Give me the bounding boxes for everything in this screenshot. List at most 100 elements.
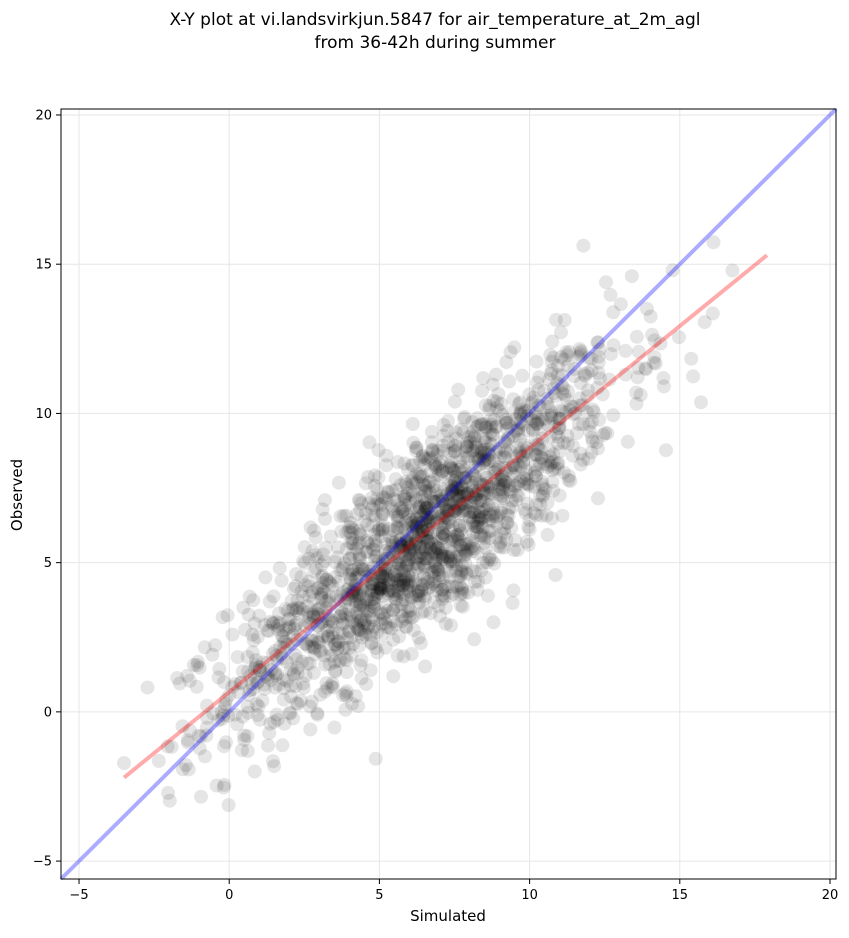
data-point [353, 592, 368, 607]
data-point [456, 493, 471, 508]
data-point [436, 570, 451, 585]
data-point [402, 540, 416, 555]
data-point [476, 448, 491, 463]
data-point [481, 479, 496, 494]
data-point [428, 460, 443, 474]
data-point [302, 588, 317, 603]
data-point [530, 417, 545, 431]
data-point [430, 541, 445, 556]
data-point [251, 674, 265, 689]
data-point [467, 564, 482, 579]
data-point [521, 403, 536, 418]
data-point [452, 518, 467, 533]
data-point [343, 571, 358, 586]
data-point [329, 589, 344, 603]
data-point [498, 474, 513, 489]
y-axis-label: Observed [8, 459, 26, 531]
data-point [310, 602, 325, 617]
data-point [346, 585, 361, 600]
data-point [362, 604, 377, 619]
data-point [365, 542, 380, 556]
data-point [401, 462, 415, 477]
data-point [301, 615, 316, 630]
data-point [491, 508, 505, 523]
data-point [541, 454, 556, 468]
data-point [348, 617, 363, 632]
data-point [412, 548, 427, 563]
data-point [295, 602, 310, 617]
data-point [420, 522, 435, 537]
data-point [410, 466, 424, 481]
data-point [305, 585, 320, 599]
data-point [460, 487, 475, 502]
data-point [333, 509, 348, 524]
data-point [296, 676, 311, 691]
data-point [434, 469, 449, 484]
data-point [373, 498, 388, 512]
data-point [581, 383, 596, 398]
data-point [434, 551, 449, 566]
data-point [325, 615, 340, 630]
data-point [656, 379, 671, 394]
data-point [387, 542, 402, 557]
data-point [464, 533, 479, 548]
data-point [341, 582, 356, 597]
data-point [417, 498, 432, 512]
data-point [418, 551, 433, 566]
data-point [379, 448, 394, 463]
data-point [544, 455, 559, 470]
data-point [369, 538, 384, 553]
data-point [502, 374, 517, 389]
data-point [496, 478, 511, 493]
data-point [405, 515, 420, 530]
data-point [394, 538, 409, 553]
data-point [453, 539, 468, 554]
data-point [473, 493, 488, 507]
data-point [414, 516, 429, 531]
data-point [441, 512, 456, 526]
data-point [393, 572, 408, 587]
data-point [423, 486, 438, 501]
data-point [353, 623, 367, 638]
data-point [647, 333, 662, 348]
data-point [512, 396, 526, 411]
data-point [411, 515, 426, 530]
data-point [391, 557, 406, 572]
data-point [365, 622, 380, 637]
data-point [293, 628, 308, 643]
data-point [378, 560, 393, 575]
data-point [629, 396, 644, 411]
data-point [529, 508, 544, 523]
data-point [429, 578, 444, 593]
data-point [315, 576, 330, 590]
data-point [317, 554, 332, 569]
data-point [250, 629, 265, 644]
data-point [221, 708, 236, 723]
data-point [372, 567, 387, 582]
data-point [240, 699, 255, 714]
data-point [398, 506, 413, 521]
data-point [458, 502, 473, 517]
data-point [339, 684, 354, 699]
data-point [454, 566, 469, 581]
data-point [339, 665, 354, 679]
data-point [282, 619, 297, 634]
data-point [345, 615, 360, 630]
data-point [469, 487, 484, 502]
data-point [352, 560, 366, 574]
data-point [467, 431, 482, 446]
data-point [478, 570, 493, 585]
data-point [366, 542, 381, 557]
data-point [406, 435, 421, 450]
data-point [373, 612, 388, 627]
data-point [463, 499, 478, 514]
data-point [484, 524, 499, 538]
data-point [262, 594, 277, 609]
data-point [341, 592, 356, 607]
data-point [191, 728, 206, 743]
data-point [572, 391, 587, 406]
data-point [283, 679, 298, 693]
data-point [526, 423, 541, 438]
data-point [365, 572, 380, 587]
data-point [551, 436, 566, 451]
